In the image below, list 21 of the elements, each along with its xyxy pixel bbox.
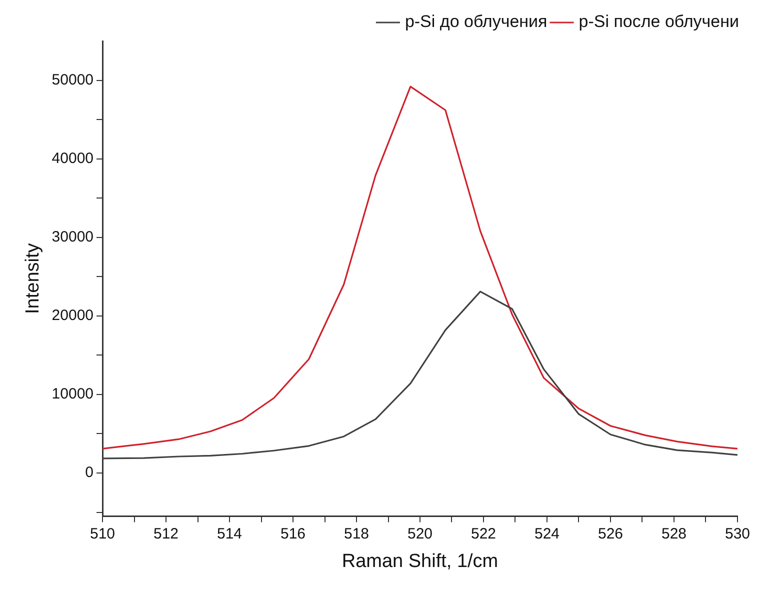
x-tick-label: 530 bbox=[724, 525, 750, 542]
x-tick-label: 516 bbox=[280, 525, 306, 542]
x-tick-label: 510 bbox=[90, 525, 116, 542]
x-tick-label: 512 bbox=[153, 525, 179, 542]
x-tick-label: 522 bbox=[470, 525, 496, 542]
x-tick-label: 524 bbox=[534, 525, 560, 542]
x-axis-title: Raman Shift, 1/cm bbox=[342, 550, 498, 572]
x-tick-label: 520 bbox=[407, 525, 433, 542]
x-tick-label: 518 bbox=[344, 525, 370, 542]
x-tick-label: 528 bbox=[661, 525, 687, 542]
y-axis-title: Intensity bbox=[22, 242, 44, 314]
y-tick-label: 40000 bbox=[52, 150, 94, 167]
y-tick-label: 20000 bbox=[52, 307, 94, 324]
y-tick-label: 50000 bbox=[52, 71, 94, 88]
y-tick-label: 0 bbox=[85, 464, 94, 482]
y-tick-label: 10000 bbox=[52, 386, 94, 403]
legend-label: p-Si после облучени bbox=[578, 12, 740, 32]
x-tick-label: 526 bbox=[598, 525, 624, 542]
y-tick-label: 30000 bbox=[52, 228, 94, 246]
x-tick-label: 514 bbox=[216, 525, 242, 542]
legend-label: p-Si до облучения bbox=[404, 12, 548, 32]
